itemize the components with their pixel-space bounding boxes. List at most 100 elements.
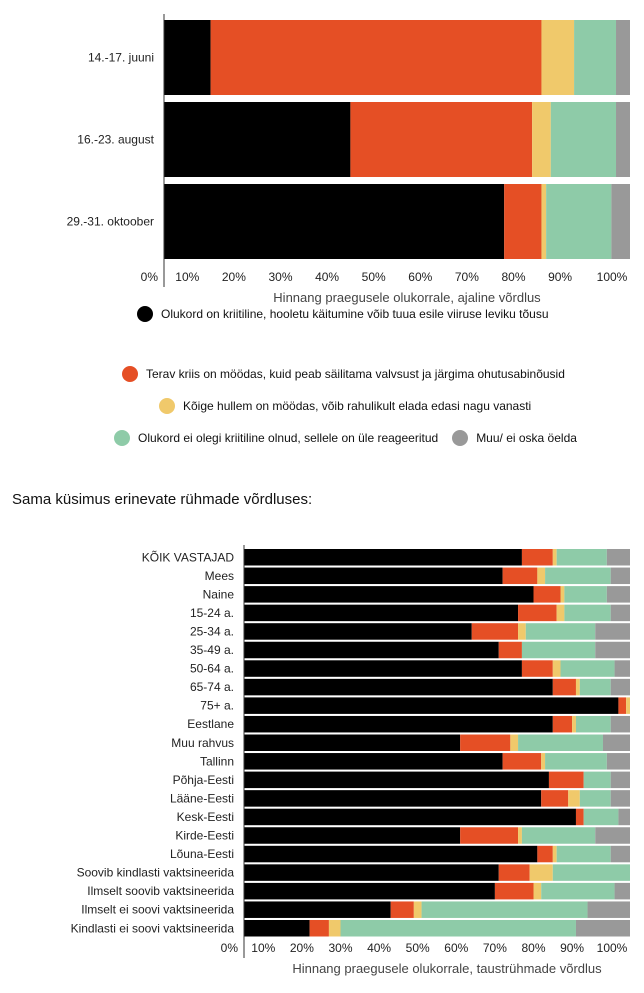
legend-row: Terav kriis on möödas, kuid peab säilita… <box>122 366 565 382</box>
chart0-x-tick-label: 90% <box>548 270 572 284</box>
chart1-category-label: KÕIK VASTAJAD <box>142 549 235 564</box>
chart1-x-tick-label: 40% <box>367 941 391 955</box>
chart1-bar-critical-0 <box>244 549 522 566</box>
legend-item-worst: Kõige hullem on möödas, võib rahulikult … <box>159 398 531 414</box>
chart1-bar-dontknow-0 <box>606 549 630 566</box>
chart1-category-label: Eestlane <box>187 717 234 731</box>
chart1-category-label: Tallinn <box>200 754 234 768</box>
chart0-bar-sharp-1 <box>350 102 533 177</box>
chart1-category-label: Kindlasti ei soovi vaktsineerida <box>71 921 235 935</box>
chart1-bar-notcritical-3 <box>564 604 611 622</box>
chart0-x-tick-label: 100% <box>597 270 628 284</box>
chart1-bar-critical-13 <box>244 790 542 807</box>
chart1-bar-dontknow-10 <box>602 734 630 751</box>
chart1-bar-notcritical-19 <box>421 901 588 918</box>
legend-label-worst: Kõige hullem on möödas, võib rahulikult … <box>183 399 532 413</box>
chart1-bar-critical-20 <box>244 920 310 937</box>
chart1-bar-worst-18 <box>533 882 542 900</box>
chart1-bar-sharp-16 <box>537 845 553 863</box>
chart1-bar-dontknow-3 <box>610 604 630 622</box>
chart1-bar-worst-19 <box>413 901 422 918</box>
chart0-x-tick-label: 30% <box>268 270 292 284</box>
chart1-bar-sharp-4 <box>471 623 519 640</box>
chart1-bar-sharp-7 <box>552 678 576 696</box>
chart0-bar-sharp-2 <box>504 184 542 259</box>
chart0-bar-sharp-0 <box>210 20 542 95</box>
chart1-bar-dontknow-5 <box>595 641 630 659</box>
chart1-category-label: 15-24 a. <box>190 606 234 620</box>
chart1-x-axis-title: Hinnang praegusele olukorrale, taustrühm… <box>292 961 602 976</box>
chart1-bar-sharp-17 <box>498 864 530 881</box>
chart1-bar-notcritical-16 <box>556 845 611 863</box>
chart1-bar-notcritical-18 <box>541 882 615 900</box>
chart1-bar-notcritical-17 <box>552 864 630 881</box>
chart1-bar-notcritical-9 <box>575 715 611 733</box>
chart0-bar-notcritical-0 <box>574 20 617 95</box>
chart1-bar-dontknow-6 <box>614 660 630 677</box>
chart1-bar-sharp-18 <box>494 882 534 900</box>
chart1-bar-critical-5 <box>244 641 499 659</box>
chart1-category-label: Lääne-Eesti <box>170 791 234 805</box>
legend-row: Olukord ei olegi kriitiline olnud, selle… <box>114 430 577 446</box>
chart0-x-tick-label: 70% <box>455 270 479 284</box>
chart1-bar-sharp-9 <box>552 715 573 733</box>
chart1-bar-worst-3 <box>556 604 565 622</box>
chart1-bar-dontknow-19 <box>587 901 630 918</box>
chart1-x-tick-label: 60% <box>444 941 468 955</box>
legend-swatch-dontknow <box>452 430 469 446</box>
chart1-bar-critical-3 <box>244 604 519 622</box>
chart1-category-label: Naine <box>203 587 235 601</box>
chart1-bar-sharp-8 <box>618 697 627 714</box>
chart0-bar-notcritical-2 <box>546 184 612 259</box>
chart1-bar-worst-15 <box>518 827 522 844</box>
chart1-bar-notcritical-7 <box>579 678 611 696</box>
chart1-bar-dontknow-14 <box>618 808 630 826</box>
chart1-bar-notcritical-14 <box>583 808 619 826</box>
chart1-category-label: 25-34 a. <box>190 624 234 638</box>
chart1-category-label: 65-74 a. <box>190 680 234 694</box>
chart1-bar-dontknow-18 <box>614 882 630 900</box>
section-heading: Sama küsimus erinevate rühmade võrdluses… <box>12 491 313 508</box>
chart1-bar-notcritical-11 <box>545 753 607 770</box>
chart0-bar-worst-2 <box>541 184 547 259</box>
chart0-x-axis-title: Hinnang praegusele olukorrale, ajaline v… <box>273 290 541 305</box>
chart0-bar-critical-2 <box>164 184 505 259</box>
chart1-bar-worst-11 <box>541 753 546 770</box>
legend-item-dontknow: Muu/ ei oska öelda <box>452 430 577 446</box>
chart1-x-tick-label: 20% <box>290 941 314 955</box>
legend-label-dontknow: Muu/ ei oska öelda <box>476 431 577 445</box>
chart1-bar-critical-16 <box>244 845 538 863</box>
chart1-bar-notcritical-4 <box>525 623 596 640</box>
legend-row: Olukord on kriitiline, hooletu käitumine… <box>137 306 549 322</box>
chart1-bar-worst-20 <box>328 920 341 937</box>
chart1-bar-critical-10 <box>244 734 461 751</box>
chart1-bar-sharp-5 <box>498 641 522 659</box>
legend-swatch-notcritical <box>114 430 130 446</box>
chart1-bar-sharp-19 <box>390 901 414 918</box>
chart1-bar-dontknow-4 <box>595 623 630 640</box>
chart1-bar-worst-6 <box>552 660 561 677</box>
chart1-x-tick-label: 80% <box>521 941 545 955</box>
chart1-bar-critical-2 <box>244 586 534 603</box>
chart1-bar-sharp-6 <box>521 660 553 677</box>
chart0-bar-dontknow-2 <box>611 184 630 259</box>
chart1-x-tick-label: 100% <box>597 941 628 955</box>
chart1-bar-dontknow-2 <box>606 586 630 603</box>
chart1-bar-critical-11 <box>244 753 503 770</box>
chart1-bar-dontknow-11 <box>606 753 630 770</box>
chart1-category-label: 75+ a. <box>200 699 234 713</box>
chart1-bar-worst-1 <box>537 567 546 585</box>
chart1-bar-notcritical-0 <box>556 549 607 566</box>
chart1-bar-dontknow-9 <box>610 715 630 733</box>
chart1-bar-worst-13 <box>568 790 580 807</box>
chart1-bar-worst-0 <box>552 549 557 566</box>
chart1-bar-notcritical-1 <box>545 567 611 585</box>
chart1-bar-dontknow-13 <box>610 790 630 807</box>
chart1-bar-notcritical-12 <box>583 771 611 789</box>
chart1-bar-critical-7 <box>244 678 553 696</box>
chart1-category-label: Põhja-Eesti <box>173 773 234 787</box>
chart1-bar-dontknow-15 <box>595 827 630 844</box>
chart1-bar-critical-8 <box>244 697 619 714</box>
chart1-bar-notcritical-13 <box>579 790 611 807</box>
